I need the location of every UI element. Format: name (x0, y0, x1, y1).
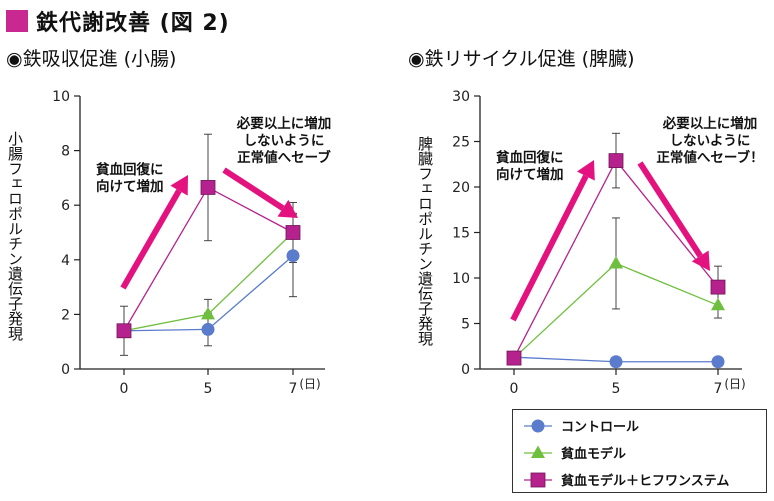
left-x-tick-label: 5 (204, 381, 213, 397)
left-y-tick-label: 2 (61, 307, 70, 323)
left-annotation-0-line: 貧血回復に (96, 161, 164, 178)
right-point-circle-2 (711, 355, 725, 369)
legend-marker-circle (531, 419, 545, 433)
legend-label-square: 貧血モデル＋ヒフワンステム (561, 473, 729, 489)
right-trend-arrow-0-head (576, 160, 595, 181)
left-y-tick-label: 10 (52, 89, 70, 105)
legend-marker-triangle (531, 445, 545, 458)
right-y-tick-label: 15 (452, 226, 470, 242)
right-x-unit-label: (日) (724, 377, 745, 391)
right-x-tick-label: 5 (612, 381, 621, 397)
right-y-tick-label: 5 (461, 317, 470, 333)
right-point-square-2 (710, 279, 726, 295)
left-chart-subtitle: ◉鉄吸収促進 (小腸) (6, 48, 177, 70)
left-trend-arrow-1-head (277, 199, 298, 218)
legend (512, 409, 767, 493)
right-y-tick-label: 0 (461, 362, 470, 378)
right-point-circle-1 (609, 355, 623, 369)
right-y-tick-label: 30 (452, 89, 470, 105)
right-point-triangle-2 (711, 297, 725, 311)
right-point-square-1 (608, 153, 624, 169)
right-point-triangle-1 (609, 255, 623, 269)
left-point-square-1 (200, 180, 216, 195)
left-trend-arrow-0-head (170, 175, 188, 196)
right-x-tick-label: 7 (714, 381, 723, 397)
right-y-tick-label: 20 (452, 180, 470, 196)
left-x-unit-label: (日) (299, 377, 320, 391)
right-y-tick-label: 10 (452, 271, 470, 287)
left-point-triangle-1 (201, 306, 215, 320)
left-point-square-0 (116, 323, 132, 339)
left-annotation-1-line: しないように (244, 133, 325, 149)
right-annotation-0-line: 向けて増加 (496, 166, 564, 183)
right-annotation-0-line: 貧血回復に (496, 149, 564, 166)
right-annotation-1-line: 正常値へセーブ！ (656, 149, 763, 166)
legend-label-triangle: 貧血モデル (561, 446, 626, 462)
left-chart-ylabel: 小腸フェロポルチン遺伝子発現 (6, 131, 24, 341)
right-chart-subtitle: ◉鉄リサイクル促進 (脾臓) (408, 48, 635, 70)
right-point-square-0 (506, 350, 522, 366)
left-point-circle-2 (286, 249, 300, 263)
left-point-square-2 (285, 225, 301, 240)
left-x-tick-label: 7 (289, 381, 298, 397)
right-trend-arrow-1-head (691, 250, 710, 271)
left-y-tick-label: 0 (61, 362, 70, 378)
right-chart-ylabel: 脾臓フェロポルチン遺伝子発現 (416, 136, 434, 346)
left-annotation-0-line: 向けて増加 (96, 178, 164, 195)
legend-label-circle: コントロール (561, 420, 639, 435)
left-annotation-1-line: 正常値へセーブ (237, 149, 331, 166)
left-point-circle-1 (201, 322, 215, 336)
figure-header: 鉄代謝改善 (図 2) (6, 6, 230, 36)
left-x-tick-label: 0 (120, 381, 129, 397)
left-trend-arrow-1-shaft (222, 167, 285, 211)
right-annotation-1-line: しないように (670, 133, 751, 149)
left-trend-arrow-0-shaft (120, 189, 182, 290)
left-y-tick-label: 6 (61, 198, 70, 214)
figure-title: 鉄代謝改善 (図 2) (36, 11, 230, 36)
right-annotation-1-line: 必要以上に増加 (662, 115, 758, 132)
legend-marker-square (530, 472, 546, 488)
left-y-tick-label: 4 (61, 253, 70, 269)
right-trend-arrow-0-shaft (510, 174, 589, 322)
right-y-tick-label: 25 (452, 135, 470, 151)
right-x-tick-label: 0 (510, 381, 519, 397)
header-accent-square (6, 10, 28, 32)
right-trend-arrow-1-shaft (637, 161, 703, 258)
left-y-tick-label: 8 (61, 144, 70, 160)
left-annotation-1-line: 必要以上に増加 (236, 115, 332, 132)
